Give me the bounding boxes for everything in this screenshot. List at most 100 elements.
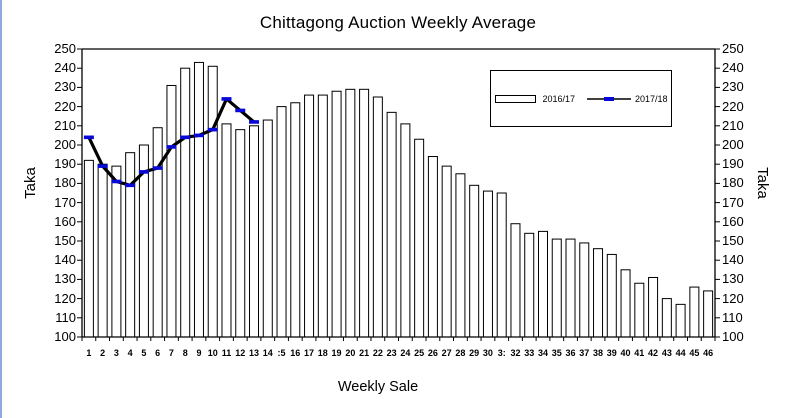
- bar-week-3: [111, 165, 122, 338]
- bar-week-27: [441, 165, 452, 338]
- bar-week-32: [510, 223, 521, 338]
- legend-label-bar-series: 2016/17: [542, 93, 575, 104]
- y-tick-label-right-230: 230: [722, 79, 744, 95]
- y-tick-label-left-190: 190: [54, 156, 76, 172]
- bar-week-:5: [276, 106, 287, 338]
- x-tick-label-:5: :5: [277, 348, 286, 358]
- y-tick-label-right-240: 240: [722, 60, 744, 76]
- x-tick-label-16: 16: [290, 348, 301, 358]
- marker-week-9: [193, 133, 204, 138]
- line-series-glyph: [587, 96, 631, 101]
- marker-week-12: [235, 108, 246, 113]
- x-tick-label-36: 36: [565, 348, 576, 358]
- x-tick-label-9: 9: [196, 348, 202, 358]
- marker-week-1: [83, 135, 94, 140]
- bar-week-17: [304, 94, 315, 338]
- bar-week-1: [83, 159, 94, 338]
- bar-week-43: [661, 298, 672, 338]
- chart-title: Chittagong Auction Weekly Average: [259, 13, 537, 32]
- marker-week-7: [166, 145, 177, 149]
- x-tick-label-20: 20: [345, 348, 356, 358]
- canvas-left-edge-border: [0, 0, 2, 418]
- y-tick-label-left-240: 240: [54, 60, 76, 76]
- bar-week-7: [166, 84, 177, 338]
- y-tick-label-left-140: 140: [54, 252, 76, 268]
- y-tick-label-left-100: 100: [54, 329, 76, 344]
- bar-week-19: [331, 90, 342, 338]
- legend-label-line-series: 2017/18: [635, 93, 668, 104]
- x-tick-label-24: 24: [400, 348, 411, 358]
- marker-week-8: [180, 135, 191, 140]
- bar-week-22: [372, 96, 383, 338]
- x-tick-label-41: 41: [634, 348, 645, 358]
- x-tick-label-34: 34: [537, 348, 548, 358]
- bar-week-33: [524, 232, 535, 338]
- y-tick-label-left-150: 150: [54, 233, 76, 248]
- bar-week-39: [606, 253, 617, 338]
- x-tick-label-32: 32: [510, 348, 521, 358]
- x-tick-label-42: 42: [648, 348, 659, 358]
- bar-week-37: [579, 242, 590, 338]
- y-tick-label-left-250: 250: [54, 41, 76, 56]
- x-tick-label-43: 43: [661, 348, 672, 358]
- x-tick-label-3:: 3:: [497, 348, 506, 358]
- y-tick-label-right-220: 220: [722, 98, 744, 114]
- x-tick-label-11: 11: [221, 348, 232, 358]
- y-tick-label-right-100: 100: [722, 329, 744, 344]
- x-tick-label-2: 2: [100, 348, 106, 358]
- x-tick-label-22: 22: [372, 348, 383, 358]
- bar-week-14: [262, 119, 273, 338]
- x-tick-label-29: 29: [469, 348, 480, 358]
- x-tick-label-12: 12: [235, 348, 246, 358]
- y-tick-label-right-120: 120: [722, 290, 744, 306]
- x-axis-title: Weekly Sale: [337, 379, 419, 395]
- x-tick-label-44: 44: [675, 348, 686, 358]
- bar-week-29: [469, 184, 480, 338]
- y-tick-label-left-210: 210: [54, 117, 76, 133]
- bar-week-18: [317, 94, 328, 338]
- x-tick-label-35: 35: [551, 348, 562, 358]
- x-tick-label-28: 28: [455, 348, 466, 358]
- y-tick-label-right-180: 180: [722, 175, 744, 191]
- bar-week-11: [221, 123, 232, 338]
- x-tick-label-23: 23: [386, 348, 397, 358]
- y-tick-label-right-170: 170: [722, 194, 744, 210]
- bar-week-36: [565, 238, 576, 338]
- x-tick-label-8: 8: [182, 348, 188, 358]
- y-tick-label-left-110: 110: [55, 309, 76, 325]
- bar-week-44: [675, 303, 686, 338]
- bar-week-45: [689, 286, 700, 338]
- marker-week-13: [249, 120, 260, 124]
- y-tick-label-left-180: 180: [54, 175, 76, 191]
- bar-week-20: [345, 88, 356, 338]
- x-tick-label-39: 39: [606, 348, 617, 358]
- bar-week-10: [207, 65, 218, 338]
- y-tick-label-right-150: 150: [722, 233, 744, 248]
- marker-week-3: [111, 179, 122, 184]
- bar-week-42: [648, 276, 659, 338]
- legend-item-bar-series: 2016/17: [494, 93, 575, 105]
- bar-week-8: [180, 67, 191, 338]
- y-tick-label-left-130: 130: [54, 271, 76, 287]
- y-tick-label-right-130: 130: [722, 271, 744, 287]
- bar-week-46: [703, 290, 714, 338]
- y-tick-label-right-160: 160: [722, 213, 744, 229]
- y-tick-label-left-160: 160: [54, 213, 76, 229]
- marker-week-11: [221, 97, 232, 101]
- bar-week-40: [620, 269, 631, 338]
- marker-week-5: [138, 170, 149, 174]
- y-tick-label-right-200: 200: [722, 137, 744, 152]
- bar-week-25: [414, 138, 425, 338]
- x-tick-label-30: 30: [482, 348, 493, 358]
- x-tick-label-21: 21: [359, 348, 370, 358]
- bar-week-35: [551, 238, 562, 338]
- x-tick-label-26: 26: [427, 348, 438, 358]
- x-tick-label-27: 27: [441, 348, 452, 358]
- x-tick-label-40: 40: [620, 348, 631, 358]
- marker-week-2: [97, 164, 108, 168]
- y-tick-label-right-140: 140: [722, 252, 744, 268]
- bar-series-glyph: [495, 94, 537, 103]
- marker-week-6: [152, 166, 163, 170]
- x-tick-label-10: 10: [207, 348, 218, 358]
